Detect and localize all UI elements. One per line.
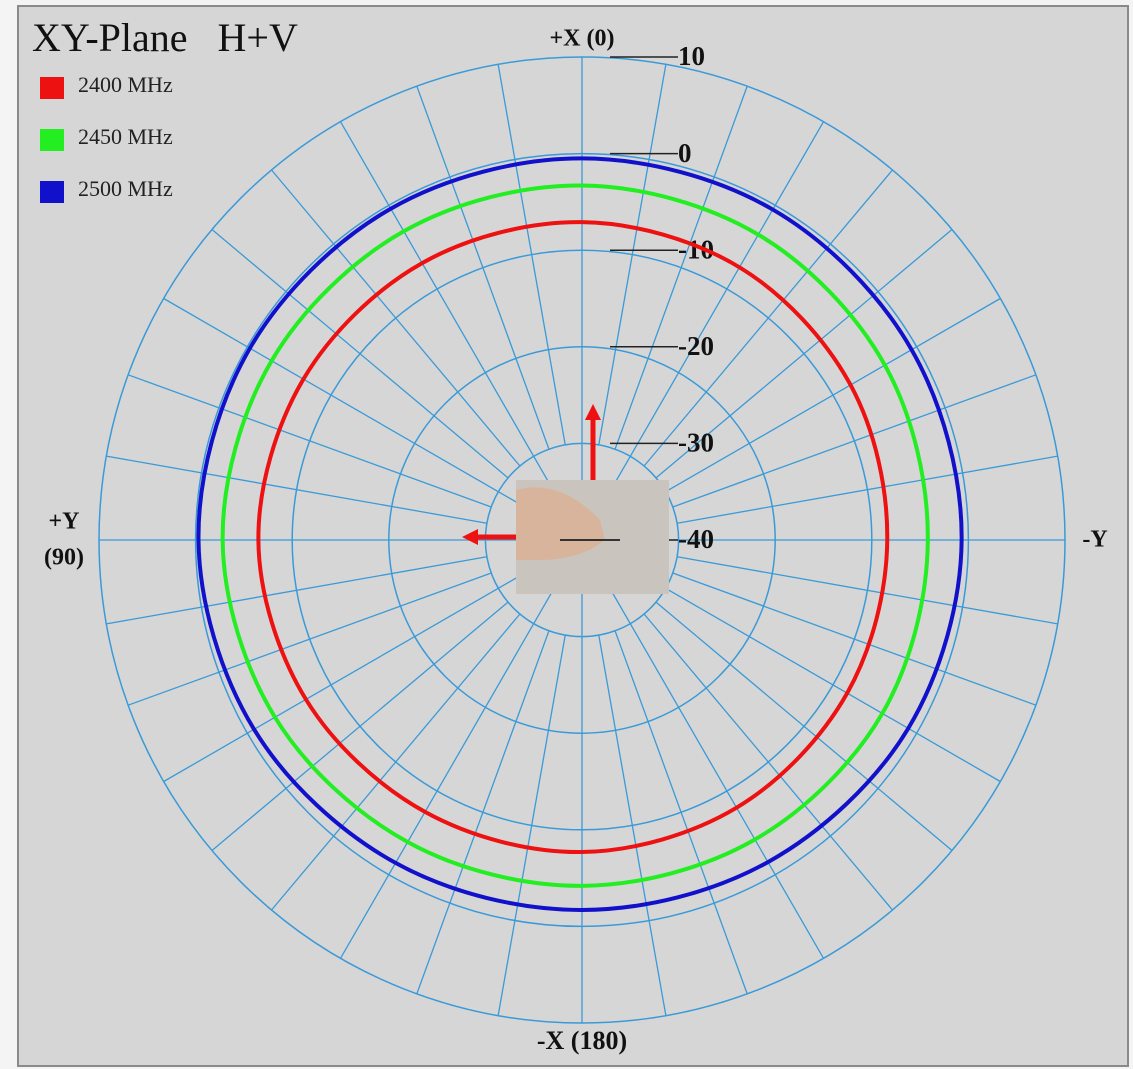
spoke — [339, 121, 583, 541]
legend: 2400 MHz 2450 MHz 2500 MHz — [40, 72, 173, 203]
direction-label: +X (0) — [550, 26, 615, 52]
r-tick-label: 10 — [678, 41, 705, 71]
legend-swatch — [40, 77, 64, 99]
orientation-arrows — [462, 404, 601, 545]
grid-circle — [291, 249, 873, 831]
chart-title: XY-Plane H+V — [32, 15, 298, 60]
spoke — [163, 539, 583, 783]
grid-circle — [194, 152, 970, 928]
direction-label: +Y — [48, 509, 79, 535]
direction-label: -Y — [1082, 527, 1107, 553]
center-photo — [516, 480, 669, 594]
r-tick-label: -40 — [678, 524, 714, 554]
r-tick-label: -30 — [678, 428, 714, 458]
spoke — [581, 539, 825, 959]
legend-label: 2450 MHz — [78, 124, 173, 149]
direction-label: -X (180) — [537, 1026, 627, 1055]
grid-circle — [98, 56, 1066, 1024]
spoke — [163, 297, 583, 541]
r-tick-label: 0 — [678, 138, 692, 168]
legend-label: 2500 MHz — [78, 176, 173, 201]
r-tick-label: -20 — [678, 331, 714, 361]
spoke — [339, 539, 583, 959]
grid-circle — [388, 346, 776, 734]
labels: XY-Plane H+V +X (0) -X (180) +Y (90) -Y — [32, 15, 1108, 1055]
legend-swatch — [40, 129, 64, 151]
photo-hand — [516, 487, 605, 560]
series-line — [220, 183, 930, 888]
legend-swatch — [40, 181, 64, 203]
series-line — [196, 156, 964, 912]
direction-label: (90) — [44, 545, 84, 571]
arrow-x-head — [585, 404, 601, 420]
legend-label: 2400 MHz — [78, 72, 173, 97]
series-line — [256, 220, 890, 855]
spoke — [581, 121, 825, 541]
curves — [196, 156, 964, 912]
grid-circle — [484, 442, 680, 638]
arrow-y-head — [462, 529, 478, 545]
